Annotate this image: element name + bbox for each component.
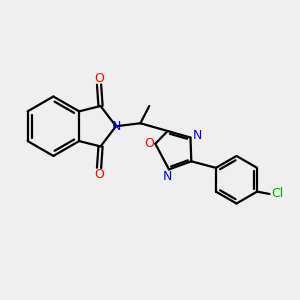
Text: N: N	[163, 170, 172, 183]
Text: Cl: Cl	[271, 188, 283, 200]
Text: N: N	[192, 129, 202, 142]
Text: O: O	[94, 72, 104, 85]
Text: O: O	[144, 137, 154, 150]
Text: N: N	[111, 120, 121, 133]
Text: O: O	[94, 168, 104, 181]
